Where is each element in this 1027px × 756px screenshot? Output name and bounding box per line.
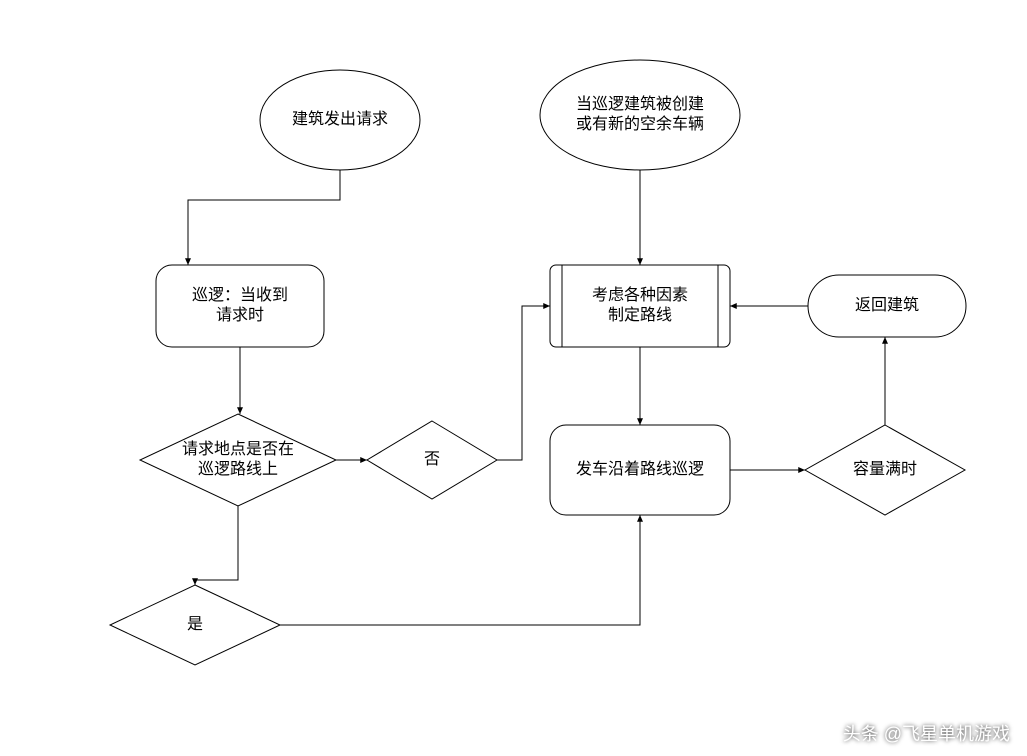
label-n3: 巡逻：当收到请求时 <box>192 286 288 324</box>
node-n5: 返回建筑 <box>808 275 966 337</box>
label-n9: 容量满时 <box>853 460 917 478</box>
svg-text:巡逻：当收到: 巡逻：当收到 <box>192 286 288 304</box>
svg-text:容量满时: 容量满时 <box>853 460 917 478</box>
node-n9: 容量满时 <box>805 425 965 515</box>
svg-text:巡逻路线上: 巡逻路线上 <box>198 460 278 478</box>
svg-text:否: 否 <box>424 451 440 468</box>
label-n7: 否 <box>424 451 440 468</box>
node-n3: 巡逻：当收到请求时 <box>156 265 324 347</box>
svg-text:制定路线: 制定路线 <box>608 306 672 324</box>
node-n8: 发车沿着路线巡逻 <box>550 425 730 515</box>
node-n6: 请求地点是否在巡逻路线上 <box>140 414 336 506</box>
edge-9 <box>195 506 238 585</box>
svg-text:当巡逻建筑被创建: 当巡逻建筑被创建 <box>576 95 704 113</box>
label-n2: 当巡逻建筑被创建或有新的空余车辆 <box>576 95 704 133</box>
label-n5: 返回建筑 <box>855 296 919 314</box>
label-n4: 考虑各种因素制定路线 <box>592 286 688 324</box>
svg-text:考虑各种因素: 考虑各种因素 <box>592 286 688 304</box>
node-n1: 建筑发出请求 <box>260 70 420 170</box>
edge-0 <box>188 170 340 265</box>
label-n8: 发车沿着路线巡逻 <box>576 460 704 478</box>
watermark-text: 头条 @飞星单机游戏 <box>843 724 1010 744</box>
node-n7: 否 <box>367 421 497 499</box>
svg-text:或有新的空余车辆: 或有新的空余车辆 <box>576 114 704 133</box>
svg-text:建筑发出请求: 建筑发出请求 <box>292 110 388 128</box>
node-n10: 是 <box>110 585 280 665</box>
svg-text:发车沿着路线巡逻: 发车沿着路线巡逻 <box>576 460 704 478</box>
flowchart-svg: 建筑发出请求 当巡逻建筑被创建或有新的空余车辆巡逻：当收到请求时 考虑各种因素制定路… <box>0 0 1027 756</box>
label-n10: 是 <box>187 616 203 633</box>
edge-10 <box>280 515 640 625</box>
node-n2: 当巡逻建筑被创建或有新的空余车辆 <box>540 60 740 170</box>
node-n4: 考虑各种因素制定路线 <box>550 265 730 347</box>
label-n1: 建筑发出请求 <box>292 110 388 128</box>
svg-text:请求时: 请求时 <box>216 306 264 324</box>
label-n6: 请求地点是否在巡逻路线上 <box>182 440 294 478</box>
edge-4 <box>497 306 550 460</box>
svg-text:请求地点是否在: 请求地点是否在 <box>182 440 294 458</box>
svg-text:是: 是 <box>187 616 203 633</box>
svg-text:返回建筑: 返回建筑 <box>855 296 919 314</box>
